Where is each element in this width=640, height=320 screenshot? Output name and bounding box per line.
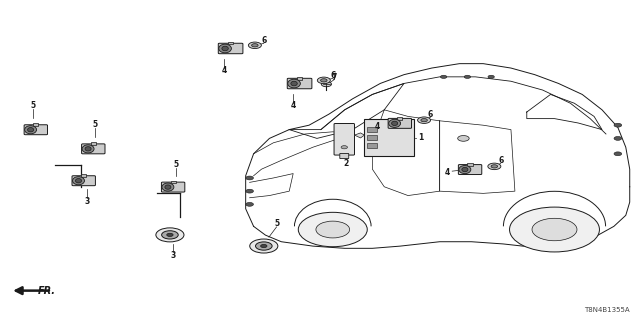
Circle shape (464, 75, 470, 78)
FancyBboxPatch shape (287, 78, 312, 89)
Bar (367, 135, 376, 140)
FancyBboxPatch shape (364, 119, 413, 156)
FancyBboxPatch shape (458, 164, 482, 174)
Bar (397, 117, 403, 120)
FancyBboxPatch shape (24, 125, 47, 135)
Ellipse shape (162, 183, 174, 191)
Ellipse shape (165, 185, 171, 189)
Circle shape (250, 239, 278, 253)
Circle shape (491, 165, 497, 168)
Text: 4: 4 (445, 168, 451, 177)
Text: 2: 2 (343, 159, 348, 169)
Text: 5: 5 (173, 160, 179, 169)
Circle shape (458, 136, 469, 141)
Ellipse shape (388, 119, 401, 127)
Circle shape (321, 79, 327, 82)
Text: 4: 4 (291, 101, 296, 110)
Text: 3: 3 (170, 251, 176, 260)
Circle shape (317, 77, 330, 84)
Circle shape (614, 123, 621, 127)
FancyBboxPatch shape (388, 118, 412, 128)
Ellipse shape (76, 179, 81, 183)
Ellipse shape (222, 46, 228, 51)
Text: 1: 1 (418, 133, 423, 142)
Bar (33, 123, 38, 126)
Ellipse shape (459, 165, 471, 174)
Text: 6: 6 (428, 110, 433, 119)
Circle shape (162, 231, 178, 239)
FancyBboxPatch shape (161, 182, 185, 192)
Ellipse shape (288, 79, 300, 88)
Ellipse shape (72, 177, 84, 185)
Circle shape (614, 152, 621, 156)
Ellipse shape (291, 81, 297, 86)
Text: 6: 6 (330, 71, 335, 80)
Ellipse shape (28, 128, 34, 132)
Circle shape (246, 189, 253, 193)
FancyBboxPatch shape (72, 176, 95, 186)
Circle shape (252, 44, 258, 47)
Text: 4: 4 (221, 66, 227, 75)
Text: 3: 3 (84, 197, 90, 206)
Circle shape (167, 233, 173, 236)
Text: 5: 5 (274, 219, 279, 228)
Circle shape (341, 146, 348, 149)
Ellipse shape (82, 145, 94, 153)
Text: 5: 5 (30, 101, 35, 110)
Bar (81, 174, 86, 177)
Text: 5: 5 (92, 120, 97, 130)
FancyBboxPatch shape (218, 43, 243, 54)
Text: 6: 6 (498, 156, 503, 165)
Ellipse shape (219, 44, 232, 53)
Circle shape (488, 163, 501, 170)
Circle shape (255, 242, 272, 250)
Circle shape (246, 176, 253, 180)
Text: 6: 6 (261, 36, 266, 45)
Circle shape (260, 244, 267, 248)
Ellipse shape (85, 147, 91, 151)
Circle shape (316, 221, 349, 238)
Ellipse shape (24, 126, 36, 134)
Bar (467, 163, 473, 166)
FancyBboxPatch shape (340, 154, 349, 159)
Circle shape (156, 228, 184, 242)
Bar (228, 42, 234, 44)
Circle shape (298, 212, 367, 247)
Circle shape (417, 117, 431, 124)
Text: 4: 4 (375, 122, 380, 131)
Polygon shape (355, 133, 364, 138)
Bar (91, 142, 96, 145)
Bar (297, 77, 302, 79)
FancyBboxPatch shape (334, 124, 355, 155)
Circle shape (532, 218, 577, 241)
Bar (367, 143, 376, 148)
Circle shape (321, 82, 332, 87)
Circle shape (440, 75, 447, 78)
Text: FR.: FR. (38, 286, 56, 296)
Circle shape (488, 75, 494, 78)
Ellipse shape (462, 167, 468, 172)
Circle shape (246, 203, 253, 206)
Text: T8N4B1355A: T8N4B1355A (584, 307, 630, 313)
Circle shape (421, 118, 428, 122)
Circle shape (614, 137, 621, 140)
Bar (170, 180, 176, 183)
FancyBboxPatch shape (81, 144, 105, 154)
Text: 7: 7 (332, 73, 337, 82)
Circle shape (509, 207, 600, 252)
Ellipse shape (392, 121, 397, 125)
Circle shape (248, 42, 261, 49)
Bar (367, 127, 376, 132)
